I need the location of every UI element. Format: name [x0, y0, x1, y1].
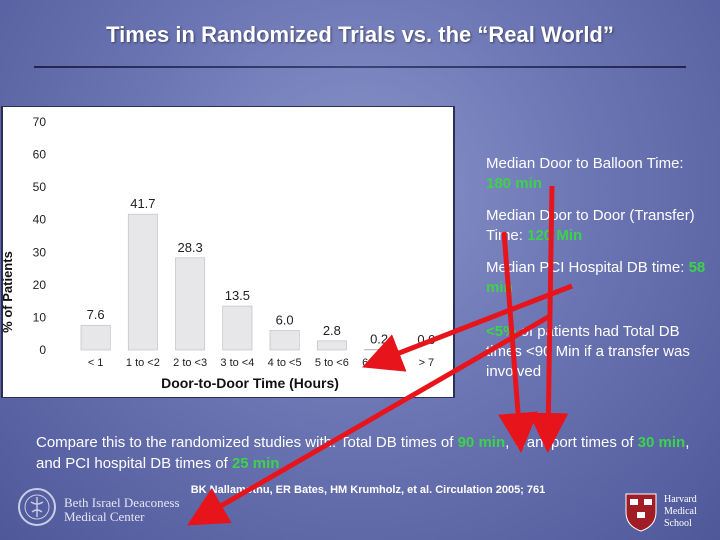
- stat-pci-hospital-db: Median PCI Hospital DB time: 58 min: [486, 258, 712, 298]
- bar: [127, 213, 158, 351]
- stat-text: Median Door to Door (Transfer) Time:: [486, 207, 695, 244]
- title-divider: [34, 66, 686, 68]
- stat-door-to-balloon: Median Door to Balloon Time: 180 min: [486, 154, 712, 194]
- stat-value: 180 min: [486, 175, 542, 192]
- stat-value: <5%: [486, 323, 517, 340]
- bar-value-label: 0.2: [370, 331, 388, 346]
- citation: BK Nallamothu, ER Bates, HM Krumholz, et…: [190, 484, 546, 496]
- y-tick-label: 20: [33, 278, 47, 292]
- bar: [80, 324, 111, 351]
- bar-value-label: 13.5: [225, 288, 250, 303]
- stat-value: 120 Min: [527, 227, 583, 244]
- bar: [175, 257, 206, 351]
- x-tick-label: > 7: [419, 357, 435, 369]
- bar: [316, 340, 347, 351]
- x-tick-label: 6 to <7: [362, 357, 396, 369]
- compare-value: 90 min: [457, 434, 506, 451]
- x-tick-label: 1 to <2: [126, 357, 160, 369]
- y-tick-label: 30: [33, 245, 47, 259]
- x-axis-label: Door-to-Door Time (Hours): [161, 375, 339, 391]
- bidmc-logo: Beth Israel Deaconess Medical Center: [18, 488, 218, 534]
- x-tick-label: 4 to <5: [268, 357, 302, 369]
- harvard-name: Harvard Medical School: [664, 494, 697, 530]
- bar-value-label: 0.0: [417, 332, 435, 347]
- comparison-text: Compare this to the randomized studies w…: [36, 432, 696, 474]
- y-tick-label: 0: [39, 343, 46, 357]
- compare-text: , Transport times of: [505, 434, 638, 451]
- bidmc-name-line: Beth Israel Deaconess: [64, 495, 180, 510]
- slide-title: Times in Randomized Trials vs. the “Real…: [106, 22, 614, 47]
- harvard-name-line: School: [664, 518, 692, 529]
- y-tick-label: 70: [33, 115, 47, 129]
- stat-transfer-percent: <5% of patients had Total DB times <90 M…: [486, 322, 712, 382]
- x-tick-label: 3 to <4: [220, 357, 254, 369]
- y-axis-label: % of Patients: [0, 251, 15, 333]
- y-tick-label: 10: [33, 310, 47, 324]
- x-tick-label: 2 to <3: [173, 357, 207, 369]
- stat-text: of patients had Total DB times <90 Min i…: [486, 323, 690, 380]
- chart-background: [1, 106, 455, 398]
- bar-value-label: 6.0: [276, 312, 294, 327]
- harvard-shield-icon: [625, 493, 657, 532]
- y-tick-label: 60: [33, 148, 47, 162]
- compare-value: 25 min: [231, 455, 280, 472]
- bar: [364, 349, 395, 351]
- compare-value: 30 min: [637, 434, 686, 451]
- stats-list: Median Door to Balloon Time: 180 min Med…: [486, 154, 712, 394]
- bar-value-label: 7.6: [87, 307, 105, 322]
- bidmc-name-line: Medical Center: [64, 509, 145, 524]
- compare-text: Compare this to the randomized studies w…: [36, 434, 458, 451]
- bar: [269, 330, 300, 351]
- stat-text: Median PCI Hospital DB time:: [486, 259, 689, 276]
- bar-chart: 0 10 20 30 40 50 60 70 7.6 41.7 28.3 13.5 6.0 2.8 0.2…: [0, 106, 455, 398]
- harvard-logo: Harvard Medical School: [624, 492, 714, 536]
- harvard-name-line: Harvard: [664, 494, 697, 505]
- x-tick-label: 5 to <6: [315, 357, 349, 369]
- y-tick-label: 40: [33, 213, 47, 227]
- harvard-name-line: Medical: [664, 506, 697, 517]
- bar-value-label: 2.8: [323, 323, 341, 338]
- stat-text: Median Door to Balloon Time:: [486, 155, 684, 172]
- compare-text: , and PCI hospital DB times of: [36, 434, 690, 472]
- bar-value-label: 28.3: [177, 240, 202, 255]
- stat-door-to-door: Median Door to Door (Transfer) Time: 120…: [486, 206, 712, 246]
- bidmc-name: Beth Israel Deaconess Medical Center: [64, 496, 180, 524]
- bar: [222, 305, 253, 351]
- bidmc-seal-icon: [18, 488, 56, 526]
- y-tick-label: 50: [33, 180, 47, 194]
- x-tick-label: < 1: [88, 357, 104, 369]
- bar-value-label: 41.7: [130, 196, 155, 211]
